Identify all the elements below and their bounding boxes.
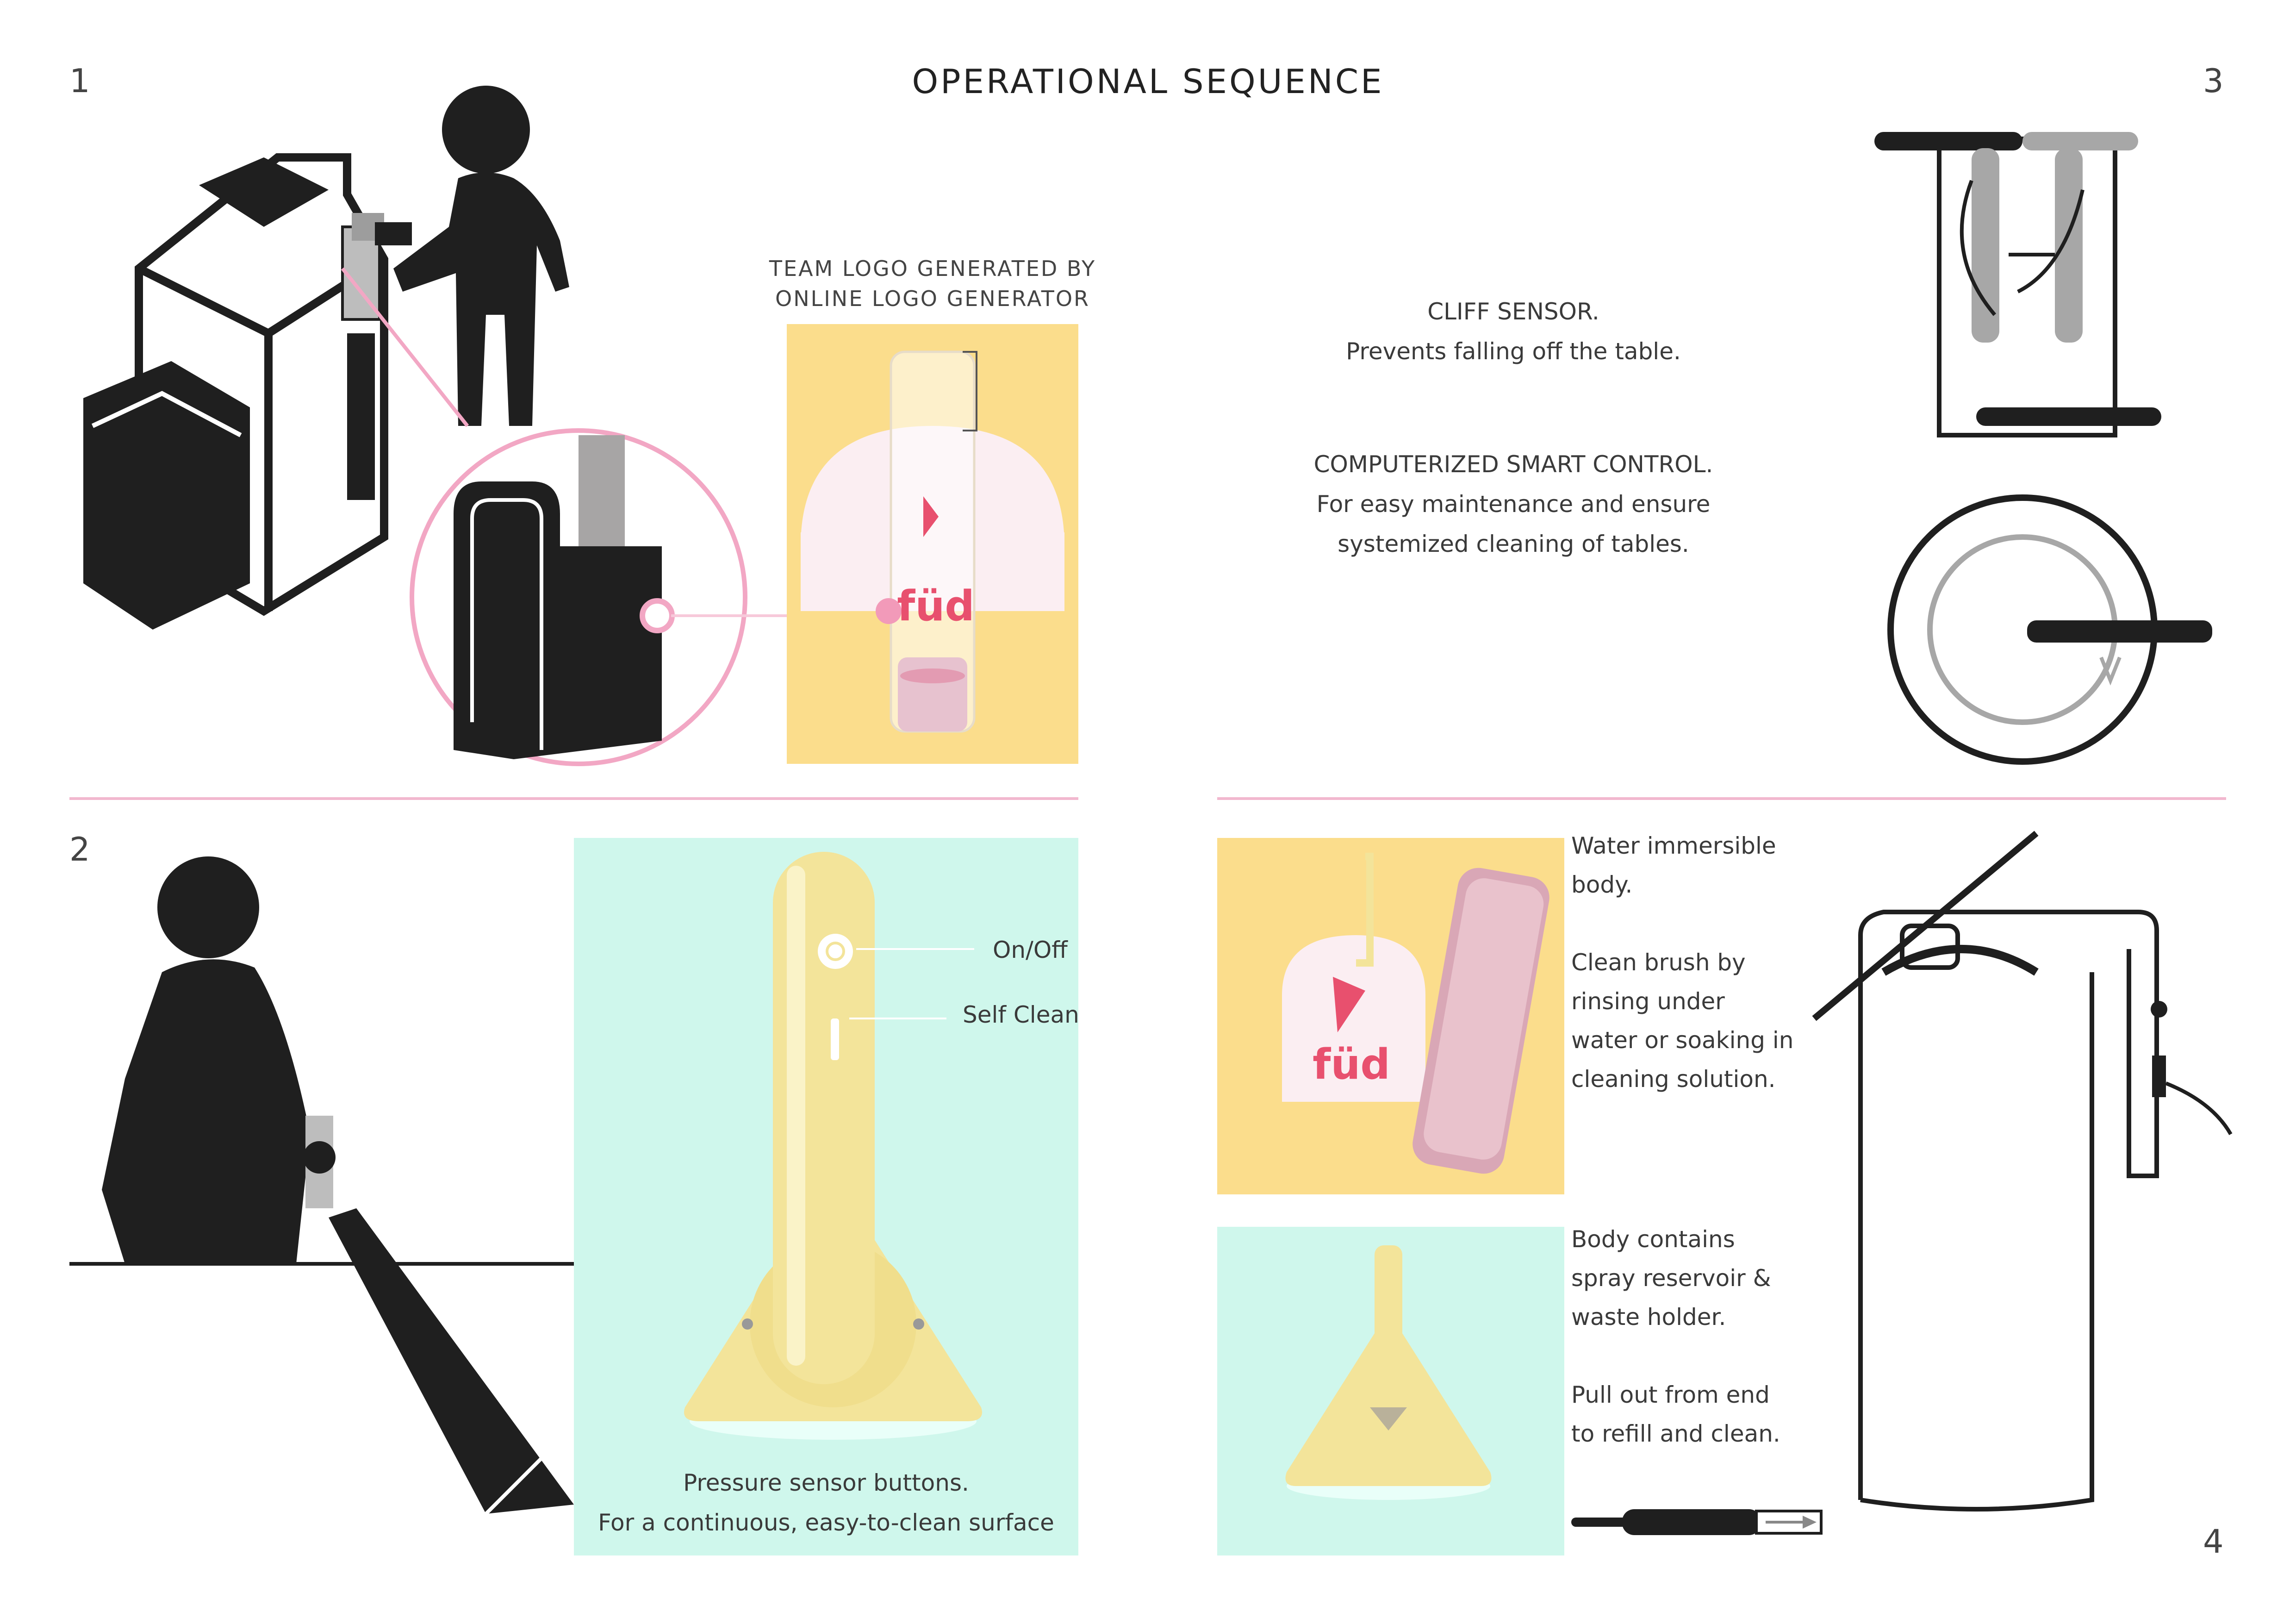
clean-text-line-4: cleaning solution.: [1571, 1066, 1776, 1093]
step-number-1: 1: [69, 62, 90, 100]
cliff-sensor-marker: [640, 598, 675, 633]
small-cabinet: [83, 361, 250, 630]
step-number-3: 3: [2203, 62, 2224, 100]
reservoir-base-triangle: [1285, 1326, 1492, 1486]
pizza-logo-icon-2: [1333, 977, 1365, 1032]
smart-control-text-line-2: systemized cleaning of tables.: [1338, 531, 1689, 557]
down-arrow-icon: [1370, 1407, 1407, 1430]
buttons-caption-line-2: For a continuous, easy-to-clean surface: [598, 1509, 1054, 1536]
buttons-caption-line-1: Pressure sensor buttons.: [683, 1469, 969, 1496]
body-text-line-2: spray reservoir &: [1571, 1265, 1771, 1292]
body-text-line-3: waste holder.: [1571, 1304, 1726, 1330]
water-text-line-1: Water immersible: [1571, 832, 1776, 859]
person-head-icon: [442, 86, 530, 174]
divider-left: [69, 797, 1078, 800]
pizza-logo-icon: [923, 496, 939, 537]
person-head-icon-2: [157, 856, 259, 958]
divider-right: [1217, 797, 2226, 800]
step-number-4: 4: [2203, 1523, 2224, 1561]
reservoir-render: [1285, 1245, 1492, 1500]
self-clean-label: Self Clean: [963, 1001, 1079, 1028]
water-text-line-2: body.: [1571, 871, 1633, 898]
cliff-sensor-text: Prevents falling off the table.: [1346, 338, 1681, 365]
water-immersible-render: füd: [1282, 853, 1549, 1174]
table-dispenser-illustration: [83, 86, 884, 766]
step-number-2: 2: [69, 831, 90, 868]
self-clean-button-icon[interactable]: [831, 1018, 839, 1060]
device-on-edge-icon: [329, 1208, 574, 1514]
brand-logo-text: füd: [897, 582, 975, 631]
pull-text-line-1: Pull out from end: [1571, 1381, 1770, 1408]
on-off-label: On/Off: [993, 937, 1068, 963]
logo-device-render: füd: [801, 350, 1064, 787]
clean-text-line-3: water or soaking in: [1571, 1027, 1794, 1054]
cabinet-top-panel: [199, 157, 329, 227]
page-title: OPERATIONAL SEQUENCE: [912, 62, 1384, 101]
pull-out-diagram: [1571, 1509, 1823, 1535]
handheld-cylinder-illustration: [1812, 831, 2233, 1512]
clean-text-line-2: rinsing under: [1571, 988, 1725, 1015]
cliff-sensor-diagram: [1887, 494, 2212, 765]
power-button-icon[interactable]: [818, 934, 853, 969]
pull-text-line-2: to refill and clean.: [1571, 1420, 1780, 1447]
device-buttons-render: [684, 852, 982, 1440]
body-text-line-1: Body contains: [1571, 1226, 1735, 1253]
person-body-icon: [393, 172, 569, 426]
logo-caption-line-1: TEAM LOGO GENERATED BY: [769, 256, 1096, 281]
clean-text-line-1: Clean brush by: [1571, 949, 1746, 976]
smart-control-title: COMPUTERIZED SMART CONTROL.: [1313, 451, 1713, 478]
rotation-diagram: [1874, 132, 2161, 437]
smart-control-text-line-1: For easy maintenance and ensure: [1316, 491, 1711, 518]
person-body-icon-2: [102, 959, 310, 1264]
brand-logo-text-2: füd: [1313, 1040, 1390, 1089]
logo-caption-line-2: ONLINE LOGO GENERATOR: [775, 286, 1090, 311]
cliff-sensor-title: CLIFF SENSOR.: [1427, 298, 1599, 325]
device-docked-icon: [341, 225, 381, 321]
table-edge-illustration: [69, 856, 579, 1515]
